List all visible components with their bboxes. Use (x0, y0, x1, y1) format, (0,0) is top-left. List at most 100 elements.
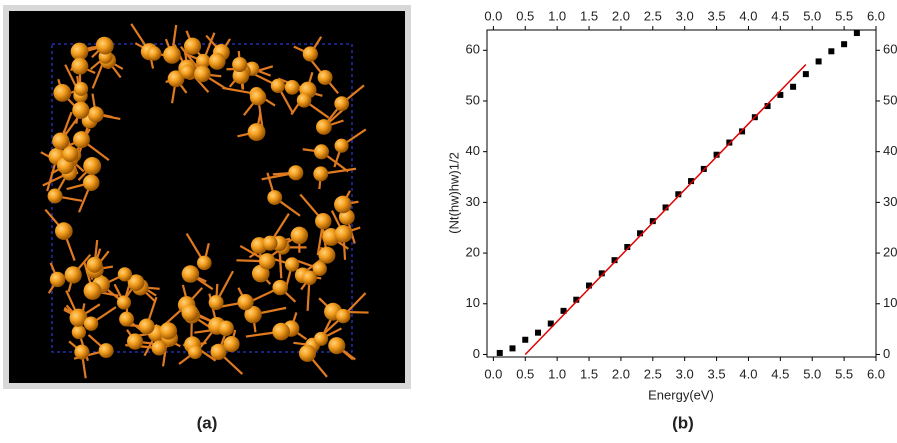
atom (250, 89, 266, 105)
y-tick-label: 30 (466, 194, 480, 209)
x2-tick-label: 3.0 (676, 8, 694, 23)
atom (181, 304, 198, 321)
x-tick-label: 3.5 (708, 366, 726, 381)
fit-line (525, 64, 806, 354)
data-point (790, 84, 796, 90)
y2-tick-label: 60 (883, 42, 897, 57)
x-tick-label: 0.5 (516, 366, 534, 381)
x2-tick-label: 0.0 (484, 8, 502, 23)
atom (88, 106, 104, 122)
y-axis-label: (Nt(hw)hw)1/2 (446, 152, 461, 234)
y-tick-label: 0 (473, 346, 480, 361)
atom (285, 257, 299, 271)
y-tick-label: 60 (466, 42, 480, 57)
y-tick-label: 10 (466, 295, 480, 310)
atom (314, 332, 328, 346)
atom (73, 131, 90, 148)
y2-tick-label: 50 (883, 92, 897, 107)
atom (335, 139, 349, 153)
atom (334, 96, 349, 111)
y-tick-label: 20 (466, 245, 480, 260)
atom (288, 165, 303, 180)
atom (55, 222, 73, 240)
atom (336, 309, 350, 323)
x2-tick-label: 6.0 (867, 8, 885, 23)
x-tick-label: 5.0 (803, 366, 821, 381)
atom (218, 320, 234, 336)
data-point (535, 330, 541, 336)
atom (285, 80, 300, 95)
atom (117, 295, 131, 309)
atom (163, 46, 181, 64)
y-tick-label: 40 (466, 143, 480, 158)
atom (53, 84, 71, 102)
x-tick-label: 6.0 (867, 366, 885, 381)
x-tick-label: 3.0 (676, 366, 694, 381)
atom (182, 265, 200, 283)
y2-tick-label: 10 (883, 295, 897, 310)
data-point (510, 345, 516, 351)
x-tick-label: 2.5 (644, 366, 662, 381)
atom (316, 119, 332, 135)
y2-tick-label: 40 (883, 143, 897, 158)
atom (334, 196, 352, 214)
x2-tick-label: 2.0 (612, 8, 630, 23)
panel-label: (b) (672, 413, 694, 432)
atom (318, 247, 335, 264)
atom (74, 345, 89, 360)
atom (259, 253, 275, 269)
atom (263, 236, 278, 251)
atom (71, 58, 88, 75)
atom (237, 294, 253, 310)
atom (160, 322, 177, 339)
atom (209, 53, 226, 70)
atom (223, 336, 239, 352)
data-point (522, 337, 528, 343)
panel-label: (a) (197, 413, 218, 432)
data-point (854, 30, 860, 36)
x-tick-label: 0.0 (484, 366, 502, 381)
x2-tick-label: 3.5 (708, 8, 726, 23)
atom (328, 337, 345, 354)
data-point (497, 350, 503, 356)
atom (297, 93, 312, 108)
atom (318, 70, 333, 85)
atom (314, 144, 329, 159)
x2-tick-label: 1.0 (548, 8, 566, 23)
x-axis-label: Energy(eV) (648, 387, 714, 402)
x-tick-label: 4.0 (739, 366, 757, 381)
x2-tick-label: 5.0 (803, 8, 821, 23)
atom (83, 174, 100, 191)
atom (232, 57, 247, 72)
atom (302, 271, 317, 286)
atom (303, 46, 318, 61)
atom (84, 317, 98, 331)
atom (335, 225, 353, 243)
data-point (841, 41, 847, 47)
y-tick-label: 50 (466, 92, 480, 107)
atom (71, 43, 89, 61)
atom (299, 345, 316, 362)
atom (180, 64, 195, 79)
page: {"panel_labels": ["(a)", "(b)"], "chart_… (0, 0, 897, 443)
atom (87, 257, 103, 273)
atom (72, 102, 89, 119)
atom (74, 82, 88, 96)
x-tick-label: 5.5 (835, 366, 853, 381)
atom (97, 37, 114, 54)
atom (147, 46, 161, 60)
atom (65, 266, 82, 283)
atom (248, 123, 266, 141)
atom (313, 166, 328, 181)
x2-tick-label: 0.5 (516, 8, 534, 23)
figure: (a) (b) Energy(eV) (Nt(hw)hw)1/2 0.0 0.5 1… (0, 0, 897, 438)
atom (194, 66, 211, 83)
atom (267, 190, 282, 205)
atom (48, 189, 63, 204)
atom (52, 132, 69, 149)
atom (119, 312, 134, 327)
y2-tick-label: 30 (883, 194, 897, 209)
data-point (828, 48, 834, 54)
data-point (803, 71, 809, 77)
atom (152, 340, 167, 355)
